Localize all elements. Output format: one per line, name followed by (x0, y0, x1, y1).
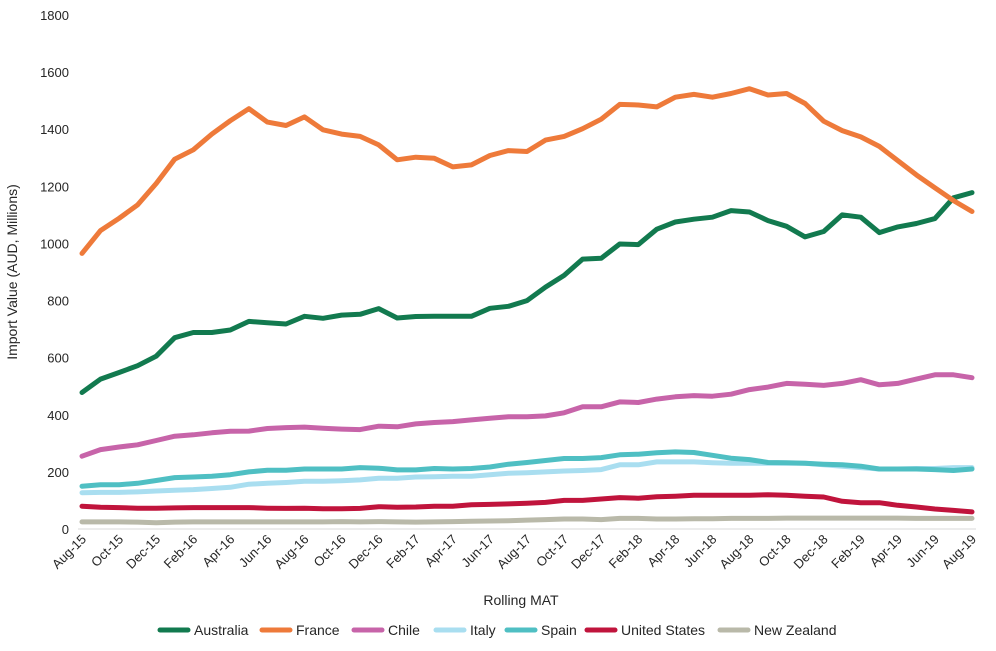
series-line-australia (79, 190, 975, 395)
legend-label: New Zealand (754, 622, 837, 638)
y-tick-label: 600 (47, 351, 69, 366)
legend-label: Chile (388, 622, 420, 638)
y-tick-label: 1200 (40, 179, 69, 194)
legend-label: Spain (541, 622, 577, 638)
x-tick-label: Jun-18 (681, 532, 720, 571)
legend-item-new-zealand: New Zealand (717, 622, 837, 638)
x-tick-label: Dec-15 (123, 532, 163, 572)
x-tick-label: Feb-17 (383, 532, 423, 572)
legend-item-united-states: United States (584, 622, 705, 638)
legend-item-spain: Spain (504, 622, 577, 638)
legend-label: France (296, 622, 340, 638)
x-axis-title: Rolling MAT (483, 592, 559, 608)
x-tick-label: Oct-17 (533, 532, 571, 570)
x-tick-label: Aug-15 (49, 532, 89, 572)
x-tick-label: Dec-16 (346, 532, 386, 572)
legend-label: Italy (470, 622, 496, 638)
y-axis-ticks: 0 200 400 600 800 1000 1200 1400 1600 1800 (40, 8, 69, 537)
x-tick-label: Aug-17 (494, 532, 534, 572)
x-tick-label: Oct-16 (311, 532, 349, 570)
y-tick-label: 1000 (40, 236, 69, 251)
x-tick-label: Feb-16 (161, 532, 201, 572)
series-line-france (79, 86, 975, 256)
x-tick-label: Jun-19 (903, 532, 942, 571)
x-tick-label: Apr-16 (199, 532, 237, 570)
x-tick-label: Feb-18 (606, 532, 646, 572)
series-line-united-states (79, 492, 975, 515)
x-tick-label: Oct-18 (756, 532, 794, 570)
series-line-spain (79, 449, 975, 489)
y-tick-label: 0 (62, 522, 69, 537)
legend-label: Australia (194, 622, 249, 638)
series-line-new-zealand (79, 515, 975, 526)
legend-item-france: France (259, 622, 340, 638)
legend-item-australia: Australia (157, 622, 249, 638)
x-tick-label: Apr-17 (422, 532, 460, 570)
x-tick-label: Jun-16 (236, 532, 275, 571)
y-axis-title: Import Value (AUD, Millions) (4, 184, 20, 360)
x-tick-label: Aug-19 (939, 532, 979, 572)
x-tick-label: Dec-17 (568, 532, 608, 572)
y-tick-label: 200 (47, 465, 69, 480)
legend-label: United States (621, 622, 705, 638)
series-lines (79, 86, 975, 526)
x-axis-ticks: Aug-15Oct-15Dec-15Feb-16Apr-16Jun-16Aug-… (49, 532, 979, 572)
x-tick-label: Oct-15 (88, 532, 126, 570)
series-line-chile (79, 372, 975, 459)
y-tick-label: 800 (47, 294, 69, 309)
x-tick-label: Dec-18 (791, 532, 831, 572)
x-tick-label: Apr-18 (644, 532, 682, 570)
legend-item-chile: Chile (351, 622, 420, 638)
y-tick-label: 400 (47, 408, 69, 423)
y-tick-label: 1600 (40, 65, 69, 80)
legend: Australia France Chile Italy Spain United Sta… (157, 622, 837, 638)
legend-item-italy: Italy (433, 622, 496, 638)
x-tick-label: Jun-17 (458, 532, 497, 571)
y-tick-label: 1800 (40, 8, 69, 23)
x-tick-label: Apr-19 (867, 532, 905, 570)
x-tick-label: Aug-16 (271, 532, 311, 572)
x-tick-label: Feb-19 (828, 532, 868, 572)
y-tick-label: 1400 (40, 122, 69, 137)
x-tick-label: Aug-18 (716, 532, 756, 572)
